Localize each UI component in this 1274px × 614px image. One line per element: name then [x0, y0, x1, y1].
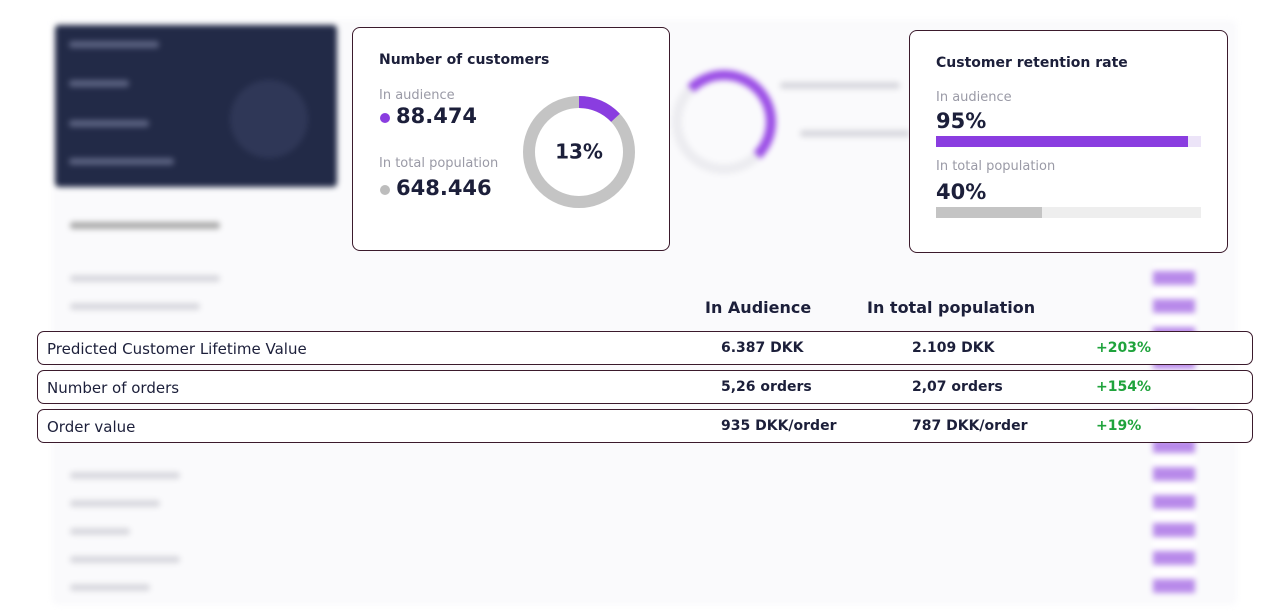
- card-title: Customer retention rate: [936, 55, 1128, 71]
- row-value: 6.387 DKK: [721, 340, 804, 356]
- bg-line: [70, 556, 180, 563]
- label: In audience: [379, 88, 455, 103]
- bg-line: [70, 528, 130, 535]
- bg-line: [70, 584, 150, 591]
- customers-card: Number of customers In audience 88.474 I…: [352, 27, 670, 251]
- row-value: 5,26 orders: [721, 379, 812, 395]
- bg-line: [70, 500, 160, 507]
- bar: [936, 207, 1042, 218]
- value: 95%: [936, 109, 987, 133]
- value: 88.474: [396, 104, 478, 128]
- bg-line: [70, 222, 220, 229]
- bar-track: [936, 207, 1201, 218]
- bg-line: [70, 472, 180, 479]
- column-header: In Audience: [705, 298, 812, 317]
- retention-card: Customer retention rate In audience 95% …: [909, 30, 1228, 253]
- bg-line: [800, 130, 910, 137]
- row-diff: +19%: [1096, 418, 1142, 434]
- info-line: [69, 41, 159, 48]
- row-value: 787 DKK/order: [912, 418, 1028, 434]
- value: 648.446: [396, 176, 492, 200]
- bar: [936, 136, 1188, 147]
- bar-track: [936, 136, 1201, 147]
- row-diff: +154%: [1096, 379, 1151, 395]
- label: In audience: [936, 90, 1012, 105]
- bg-donut: [672, 70, 776, 174]
- row-label: Order value: [47, 418, 136, 436]
- legend-dot: [380, 113, 390, 123]
- donut-arc: [523, 96, 635, 208]
- table-row: Order value 935 DKK/order 787 DKK/order +19…: [37, 409, 1253, 443]
- info-line: [69, 120, 149, 127]
- donut-label: 13%: [555, 140, 603, 164]
- row-value: 2,07 orders: [912, 379, 1003, 395]
- bg-line: [70, 303, 200, 310]
- label: In total population: [379, 156, 499, 171]
- avatar: [230, 80, 308, 158]
- info-card: [55, 25, 337, 187]
- table-row: Predicted Customer Lifetime Value 6.387 D…: [37, 331, 1253, 365]
- label: In total population: [936, 159, 1056, 174]
- row-label: Number of orders: [47, 379, 180, 397]
- donut: 13%: [523, 96, 635, 208]
- info-line: [69, 80, 129, 87]
- row-value: 2.109 DKK: [912, 340, 995, 356]
- card-title: Number of customers: [379, 52, 550, 68]
- row-label: Predicted Customer Lifetime Value: [47, 340, 307, 358]
- legend-dot: [380, 185, 390, 195]
- bg-line: [780, 82, 900, 89]
- row-value: 935 DKK/order: [721, 418, 837, 434]
- value: 40%: [936, 180, 987, 204]
- bg-line: [70, 275, 220, 282]
- info-line: [69, 158, 174, 165]
- row-diff: +203%: [1096, 340, 1151, 356]
- column-header: In total population: [867, 298, 1036, 317]
- table-row: Number of orders 5,26 orders 2,07 orders +1…: [37, 370, 1253, 404]
